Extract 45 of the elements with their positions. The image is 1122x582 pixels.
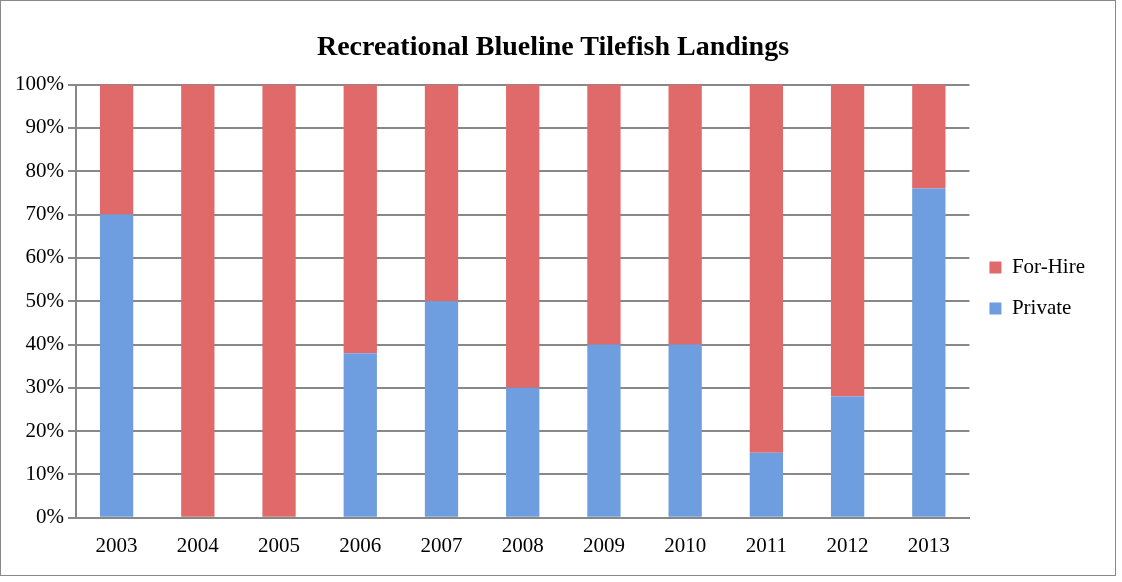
bar: [830, 84, 865, 397]
bar: [343, 353, 377, 517]
x-tick-label: 2005: [258, 532, 301, 557]
y-tick-label: 80%: [25, 157, 64, 182]
y-tick-label: 90%: [25, 114, 64, 139]
bar: [506, 387, 540, 517]
bar: [99, 214, 134, 517]
y-tick-label: 30%: [25, 374, 64, 399]
bar: [749, 452, 784, 517]
x-tick-label: 2013: [907, 532, 950, 557]
bar: [912, 84, 946, 189]
x-tick-label: 2007: [420, 532, 463, 557]
x-tick-label: 2011: [745, 532, 787, 557]
legend-label: Private: [1011, 295, 1072, 320]
y-tick-label: 20%: [25, 417, 64, 442]
bar: [343, 84, 377, 354]
bar: [262, 84, 296, 517]
bar: [424, 301, 459, 517]
bar: [587, 344, 621, 517]
bar: [424, 84, 459, 302]
bar: [99, 84, 134, 215]
x-tick-label: 2009: [582, 532, 625, 557]
y-tick-label: 0%: [35, 504, 64, 529]
y-tick-label: 50%: [25, 287, 64, 312]
x-tick-label: 2008: [501, 532, 544, 557]
bar: [912, 188, 946, 517]
x-tick-label: 2003: [95, 532, 138, 557]
bar: [181, 84, 215, 517]
bar: [668, 344, 702, 517]
bar: [587, 84, 621, 345]
x-tick-label: 2004: [176, 532, 220, 557]
chart-title: Recreational Blueline Tilefish Landings: [316, 30, 790, 62]
y-tick-label: 60%: [25, 244, 64, 269]
bar: [668, 84, 702, 345]
y-tick-label: 40%: [25, 331, 64, 356]
x-tick-label: 2010: [664, 532, 707, 557]
bar: [506, 84, 540, 388]
x-tick-label: 2012: [826, 532, 869, 557]
y-tick-label: 100%: [14, 71, 64, 96]
y-tick-label: 70%: [25, 201, 64, 226]
x-tick-label: 2006: [339, 532, 382, 557]
bar: [749, 84, 784, 453]
legend-label: For-Hire: [1011, 254, 1085, 279]
bar: [830, 396, 865, 517]
y-tick-label: 10%: [25, 461, 64, 485]
